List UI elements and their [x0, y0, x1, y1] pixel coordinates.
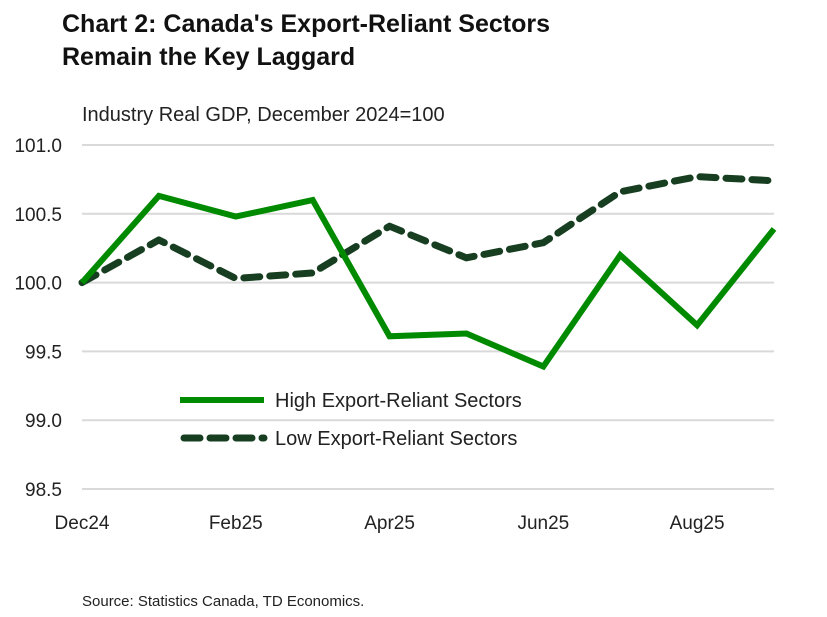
x-tick-label: Aug25: [670, 513, 725, 534]
legend-label: High Export-Reliant Sectors: [275, 390, 522, 412]
x-tick-label: Jun25: [517, 513, 569, 534]
y-tick-label: 100.5: [14, 205, 62, 226]
title-line-1: Chart 2: Canada's Export-Reliant Sectors: [62, 10, 551, 38]
legend-label: Low Export-Reliant Sectors: [275, 428, 517, 450]
source-note: Source: Statistics Canada, TD Economics.: [82, 593, 365, 610]
x-tick-label: Dec24: [55, 513, 110, 534]
y-tick-label: 99.0: [25, 411, 62, 432]
y-tick-label: 98.5: [25, 480, 62, 501]
y-tick-label: 99.5: [25, 342, 62, 363]
x-tick-label: Apr25: [364, 513, 415, 534]
chart-subtitle: Industry Real GDP, December 2024=100: [82, 104, 445, 126]
y-tick-label: 101.0: [14, 136, 62, 157]
series-line: [78, 173, 778, 287]
title-line-2: Remain the Key Laggard: [62, 43, 356, 71]
series-line: [79, 192, 777, 371]
chart-title: Chart 2: Canada's Export-Reliant Sectors…: [62, 8, 550, 74]
x-tick-label: Feb25: [209, 513, 263, 534]
y-tick-label: 100.0: [14, 274, 62, 295]
